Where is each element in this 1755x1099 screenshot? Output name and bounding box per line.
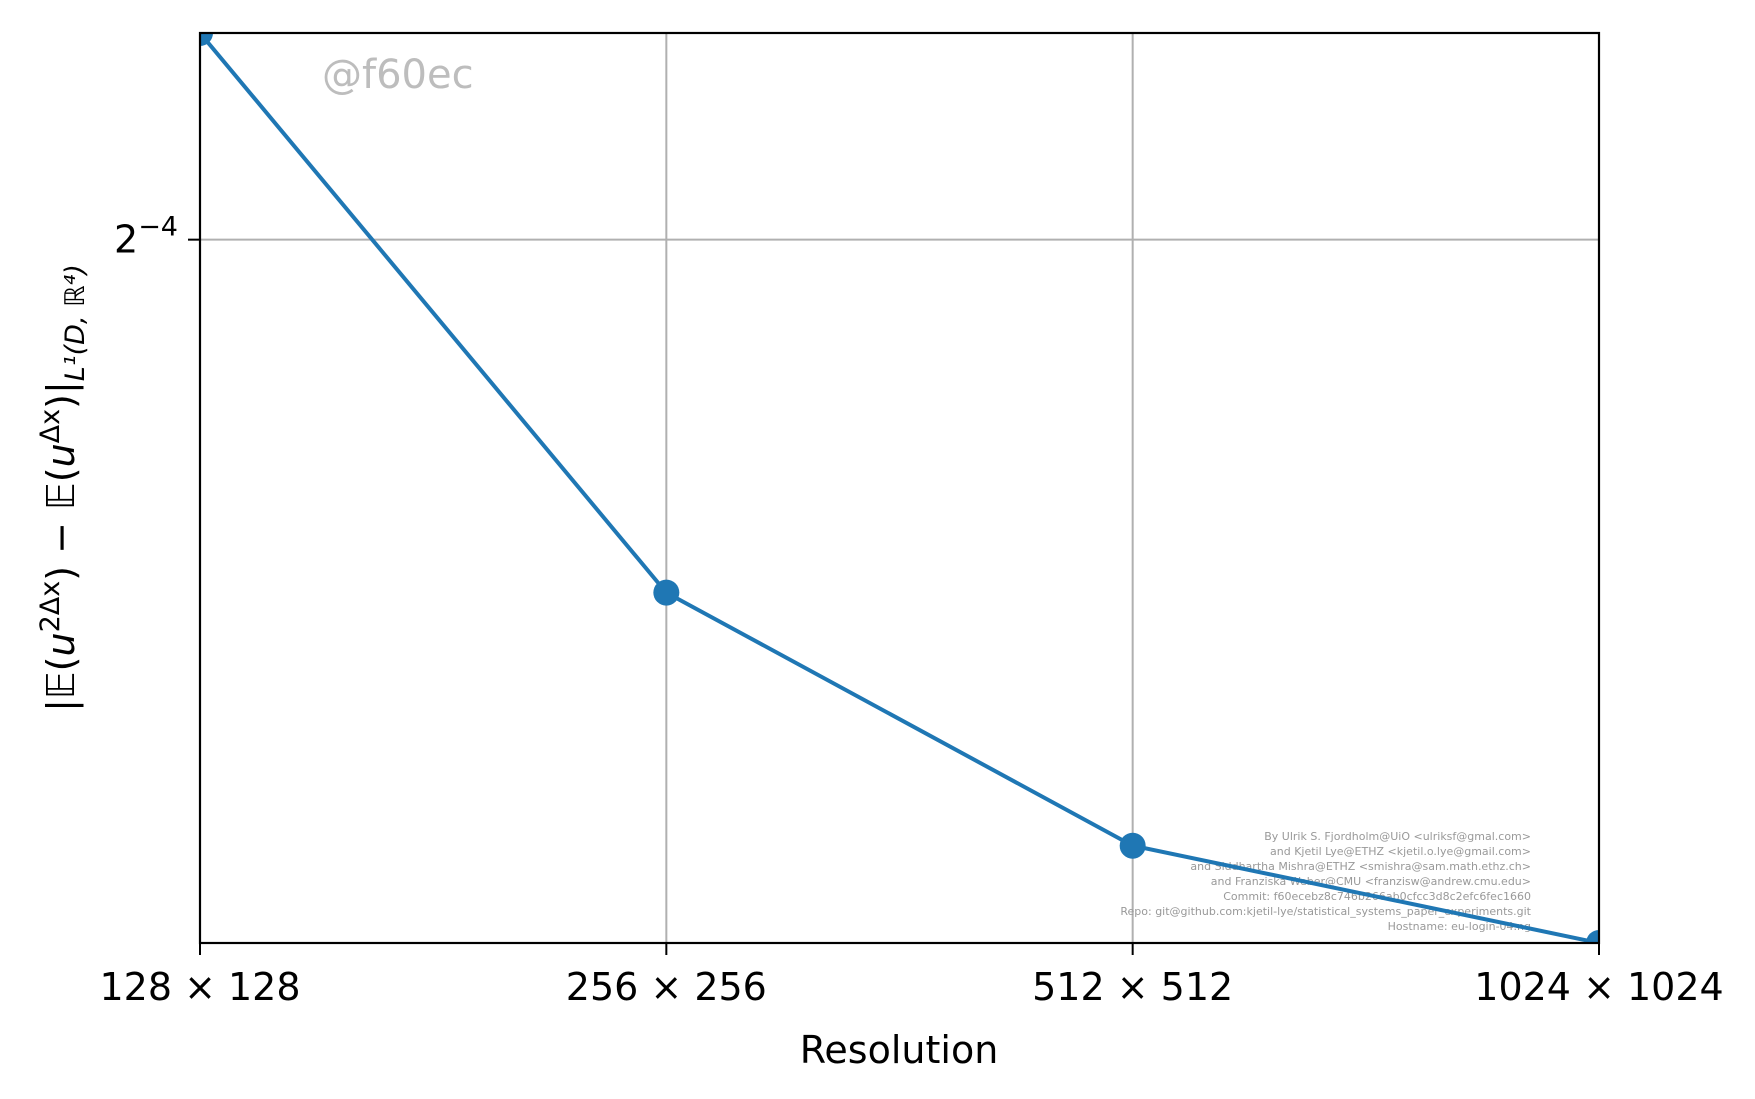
y-label-expectation-1: 𝔼	[39, 671, 83, 699]
y-label-sup-2: Δx	[35, 409, 66, 443]
x-tick-label: 1024 × 1024	[1474, 965, 1723, 1009]
y-label-bar-close: |	[39, 381, 84, 394]
y-label-bar-open: |	[39, 699, 84, 712]
plot-area	[200, 33, 1599, 943]
credit-line: and Franziska Weber@CMU <franzisw@andrew…	[1211, 875, 1531, 888]
credit-line: and Kjetil Lye@ETHZ <kjetil.o.lye@gmail.…	[1270, 845, 1531, 858]
y-label-paren-open-1: (	[39, 657, 83, 672]
y-label-expectation-2: 𝔼	[39, 482, 83, 510]
x-tick-label: 256 × 256	[566, 965, 767, 1009]
y-label-paren-close-1: )	[39, 566, 83, 581]
x-tick-label: 128 × 128	[99, 965, 300, 1009]
y-label-paren-close-2: )	[39, 394, 83, 409]
y-axis-label: |𝔼(u2Δx) − 𝔼(uΔx)|L¹(D, ℝ⁴)	[35, 264, 91, 712]
watermark: @f60ec	[322, 52, 474, 98]
y-label-subscript: L¹(D, ℝ⁴)	[60, 264, 91, 381]
data-point	[653, 579, 680, 606]
x-tick-label: 512 × 512	[1032, 965, 1233, 1009]
data-point	[1586, 930, 1599, 943]
y-label-u-1: u	[39, 632, 83, 656]
plot-frame	[198, 31, 1601, 945]
credit-line: By Ulrik S. Fjordholm@UiO <ulriksf@gmal.…	[1264, 830, 1531, 843]
y-label-minus: −	[39, 510, 83, 566]
y-label-u-2: u	[39, 443, 83, 467]
credit-line: Hostname: eu-login-04.ng	[1388, 920, 1531, 933]
credit-line: and Siddhartha Mishra@ETHZ <smishra@sam.…	[1190, 860, 1531, 873]
series-markers	[200, 33, 1599, 943]
y-tick-label: 2−4	[114, 212, 178, 262]
x-axis-ticks: 128 × 128 256 × 256 512 × 512 1024 × 1024	[99, 943, 1724, 1009]
y-label-paren-open-2: (	[39, 467, 83, 482]
x-axis-label: Resolution	[800, 1028, 999, 1072]
data-point	[200, 33, 213, 46]
y-axis-ticks: 2−4	[114, 212, 200, 262]
grid	[200, 33, 1599, 943]
data-point	[1119, 832, 1146, 859]
y-label-sup-1: 2Δx	[35, 581, 66, 633]
series-line	[200, 33, 1599, 943]
